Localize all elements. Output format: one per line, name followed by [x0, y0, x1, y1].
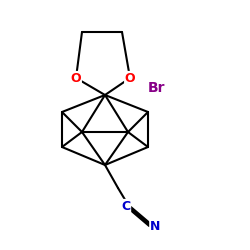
Text: O: O — [125, 72, 135, 85]
Text: N: N — [150, 220, 160, 234]
Text: O: O — [71, 72, 81, 85]
Text: Br: Br — [148, 81, 166, 95]
Text: C: C — [122, 200, 130, 212]
